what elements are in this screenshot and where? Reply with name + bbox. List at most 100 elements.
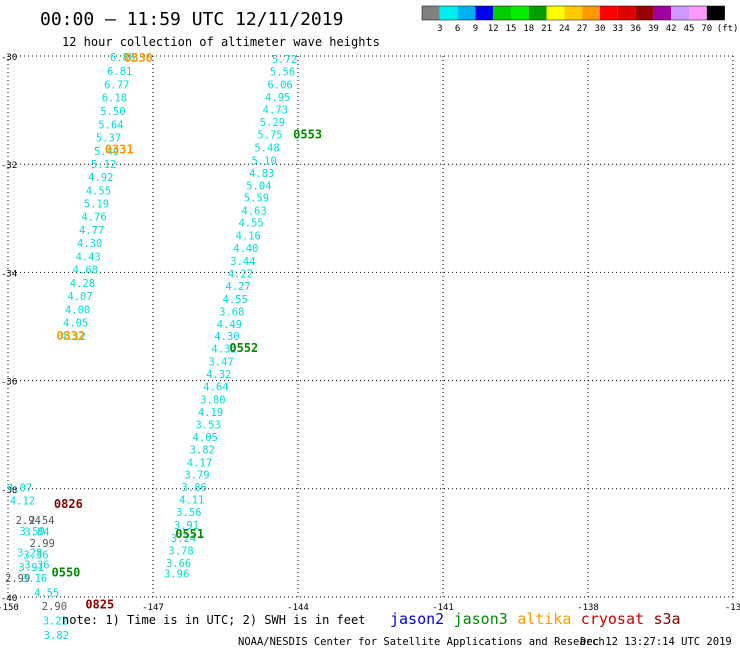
y-tick-label: -32 <box>1 161 17 171</box>
footer-credit: NOAA/NESDIS Center for Satellite Applica… <box>238 636 605 648</box>
wave-height-point: 4.64 <box>203 382 228 394</box>
wave-height-point: 4.22 <box>228 268 253 280</box>
wave-height-point: 4.05 <box>63 318 88 330</box>
colorbar-swatch <box>422 6 440 20</box>
wave-height-point: 4.07 <box>67 291 92 303</box>
pass-time-label: 0826 <box>54 497 83 511</box>
pass-time-label: 0550 <box>52 566 81 580</box>
pass-time-labels: 0330 0331 0332 0553 0552 0551 0550 0826 0825 <box>52 51 323 611</box>
wave-height-point: 3.91 <box>174 520 199 532</box>
colorbar-label: 45 <box>684 24 695 34</box>
chart-title: 00:00 – 11:59 UTC 12/11/2019 <box>40 9 343 30</box>
wave-height-point: 3.28 <box>17 548 42 560</box>
pass-time-label: 0551 <box>175 527 204 541</box>
colorbar-label: 9 <box>473 24 478 34</box>
colorbar-swatch <box>546 6 565 20</box>
wave-height-point: 3.36 <box>23 549 48 561</box>
wave-height-point: 3.78 <box>168 545 193 557</box>
colorbar-swatch <box>457 6 476 20</box>
wave-height-point: 4.27 <box>225 281 250 293</box>
colorbar-swatch <box>475 6 494 20</box>
colorbar-frame <box>421 5 725 21</box>
colorbar-label: 3 <box>437 24 442 34</box>
colorbar-swatch <box>582 6 600 20</box>
wave-height-point: 5.04 <box>246 180 271 192</box>
x-tick-label: -147 <box>142 603 164 613</box>
wave-height-point: 4.30 <box>77 238 102 250</box>
y-tick-label: -34 <box>1 269 17 279</box>
wave-height-point: 4.55 <box>86 186 111 198</box>
chart-subtitle: 12 hour collection of altimeter wave hei… <box>62 35 380 49</box>
colorbar-swatch <box>600 6 618 20</box>
satellite-legend-entry: cryosat <box>581 610 644 628</box>
wave-height-point: 4.05 <box>193 432 218 444</box>
satellite-legend: jason2 jason3 altika cryosat s3a <box>390 610 681 628</box>
wave-height-point: 2.99 <box>5 573 30 585</box>
colorbar-unit: (ft) <box>717 24 739 34</box>
pass-time-label: 0825 <box>85 597 114 611</box>
colorbar-swatch <box>653 6 672 20</box>
wave-height-point: 3.80 <box>200 395 225 407</box>
wave-height-point: 4.32 <box>206 369 231 381</box>
wave-height-point: 4.95 <box>265 92 290 104</box>
pass-time-label: 0330 <box>124 51 153 65</box>
axes: -150 -147 -144 -141 -138 -13 -30 -32 -34 -36 -38 -4… <box>0 53 740 613</box>
y-tick-label: -30 <box>1 53 17 63</box>
color-scale-legend: 3 6 9 12 15 18 21 24 27 30 33 36 39 42 45 70 (ft) <box>421 5 739 34</box>
wave-height-point: 5.10 <box>252 155 277 167</box>
wave-height-point: 3.44 <box>230 256 255 268</box>
colorbar-label: 30 <box>595 24 606 34</box>
wave-height-point: 5.12 <box>91 159 116 171</box>
wave-height-point: 3.36 <box>24 560 49 572</box>
wave-height-point: 6.06 <box>267 80 292 92</box>
colorbar-swatch <box>439 6 458 20</box>
footer-timestamp: Dec 12 13:27:14 UTC 2019 <box>580 636 732 648</box>
wave-height-point: 3.68 <box>219 306 244 318</box>
colorbar-label: 12 <box>488 24 499 34</box>
colorbar-swatch <box>635 6 654 20</box>
wave-height-point: 5.64 <box>98 120 123 132</box>
colorbar-label: 24 <box>559 24 570 34</box>
wave-height-point: 3.91 <box>19 562 44 574</box>
wave-height-point: 4.32 <box>211 344 236 356</box>
wave-height-point: 6.77 <box>104 80 129 92</box>
wave-height-point: 5.59 <box>244 193 269 205</box>
wave-height-point: 4.19 <box>198 407 223 419</box>
wave-height-point: 4.55 <box>238 218 263 230</box>
wave-height-point: 5.56 <box>270 67 295 79</box>
wave-height-values: 6.88 6.81 6.776.185.50 5.645.375.495.124.92… <box>5 52 297 642</box>
pass-time-label: 0552 <box>229 341 258 355</box>
colorbar-swatch <box>493 6 511 20</box>
wave-height-point: 5.37 <box>96 133 121 145</box>
wave-height-point: 4.63 <box>241 206 266 218</box>
wave-height-point: 4.00 <box>65 305 90 317</box>
wave-height-point: 5.29 <box>260 117 285 129</box>
x-tick-label: -141 <box>432 603 454 613</box>
wave-height-point: 4.73 <box>263 105 288 117</box>
wave-height-point: 2.90 <box>42 601 67 613</box>
satellite-legend-entry: jason2 <box>390 610 444 628</box>
wave-height-point: 6.81 <box>107 66 132 78</box>
wave-height-point: 4.12 <box>61 331 86 343</box>
wave-height-point: 4.12 <box>10 496 35 508</box>
colorbar-label: 70 <box>701 24 712 34</box>
colorbar-label: 27 <box>577 24 588 34</box>
wave-height-point: 3.86 <box>181 482 206 494</box>
wave-height-point: 3.50 <box>20 526 45 538</box>
wave-height-point: 4.55 <box>223 294 248 306</box>
wave-height-point: 4.43 <box>76 252 101 264</box>
wave-height-point: 3.56 <box>176 507 201 519</box>
wave-height-point: 4.16 <box>236 231 261 243</box>
wave-height-point: 4.83 <box>249 168 274 180</box>
wave-height-point: 5.72 <box>272 54 297 66</box>
colorbar-swatch <box>617 6 636 20</box>
colorbar-label: 36 <box>630 24 641 34</box>
satellite-legend-entry: jason3 <box>454 610 508 628</box>
wave-height-point: 3.66 <box>166 558 191 570</box>
wave-height-point: 3.16 <box>22 573 47 585</box>
wave-height-point: 5.50 <box>100 106 125 118</box>
wave-height-point: 5.75 <box>257 129 282 141</box>
colorbar-label: 18 <box>523 24 534 34</box>
colorbar-swatch <box>511 6 529 20</box>
